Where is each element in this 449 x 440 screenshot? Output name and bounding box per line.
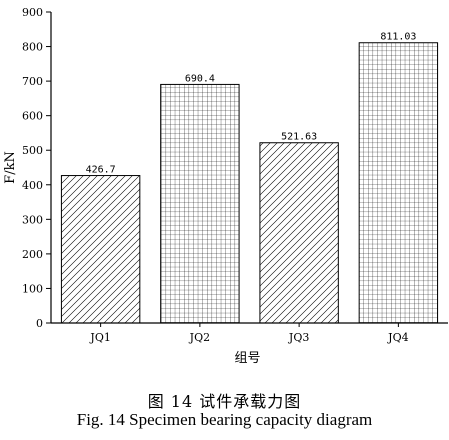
y-tick-label: 200 <box>22 248 43 261</box>
bar-jq3 <box>259 142 339 324</box>
y-axis-title: F/kN <box>3 151 18 184</box>
bar-jq1 <box>60 175 141 324</box>
y-tick-label: 0 <box>36 317 43 330</box>
data-label-jq1: 426.7 <box>86 165 116 176</box>
y-tick-label: 100 <box>22 282 43 295</box>
x-axis-title: 组号 <box>234 351 260 366</box>
bar-chart: 426.7 690.4 521.63 811.03 0 100 200 300 400 500 6… <box>3 6 448 366</box>
x-tick-label-jq3: JQ3 <box>288 331 309 344</box>
value-labels-layer: 426.7 690.4 521.63 811.03 <box>86 32 417 176</box>
bar-jq2 <box>160 83 240 324</box>
x-ticks-layer: JQ1 JQ2 JQ3 JQ4 <box>89 323 409 344</box>
figure-caption-english: Fig. 14 Specimen bearing capacity diagra… <box>76 410 373 429</box>
bars-layer <box>60 42 439 324</box>
x-tick-label-jq1: JQ1 <box>89 331 110 344</box>
bar-jq4 <box>358 42 439 324</box>
data-label-jq2: 690.4 <box>185 73 215 84</box>
y-tick-label: 300 <box>22 213 43 226</box>
x-tick-label-jq4: JQ4 <box>387 331 408 344</box>
y-tick-label: 800 <box>22 41 43 54</box>
y-tick-label: 500 <box>22 144 43 157</box>
y-tick-label: 600 <box>22 110 43 123</box>
data-label-jq4: 811.03 <box>380 32 416 43</box>
y-tick-label: 400 <box>22 179 43 192</box>
y-ticks-layer: 0 100 200 300 400 500 600 700 800 900 <box>22 6 51 330</box>
x-tick-label-jq2: JQ2 <box>189 331 210 344</box>
y-tick-label: 900 <box>22 6 43 19</box>
figure-caption-chinese: 图 14 试件承载力图 <box>147 392 302 411</box>
data-label-jq3: 521.63 <box>281 132 317 143</box>
y-tick-label: 700 <box>22 75 43 88</box>
